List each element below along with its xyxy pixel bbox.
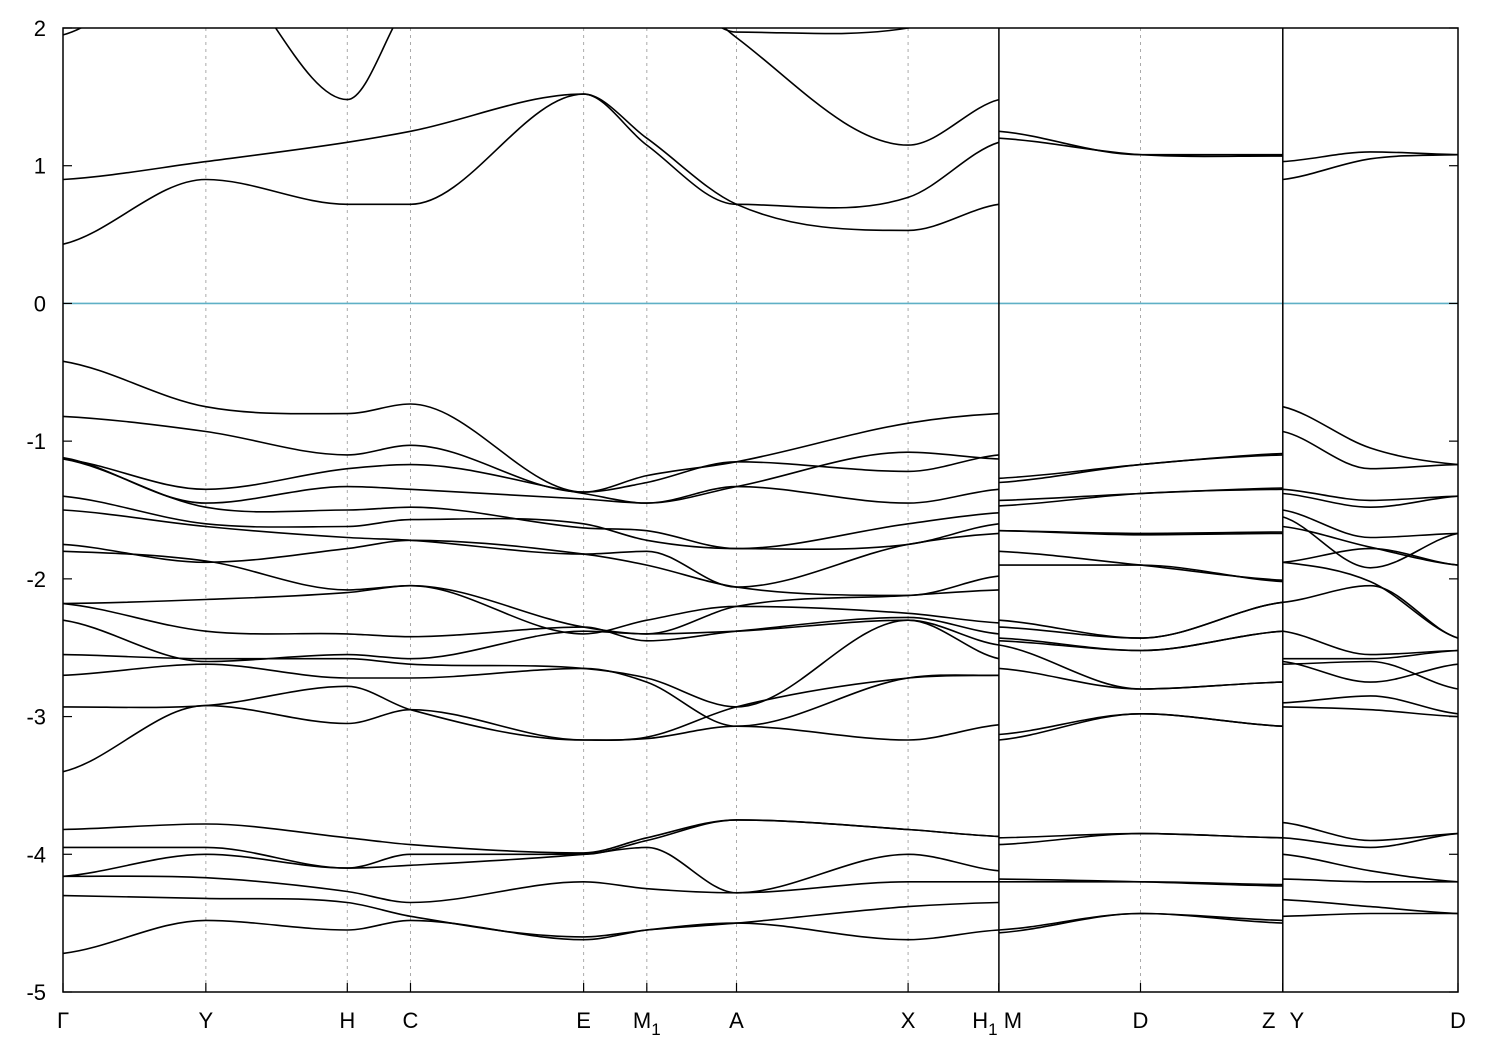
band-2-22 <box>1282 153 1458 181</box>
band-2-13 <box>1282 561 1458 639</box>
band-1-10 <box>998 630 1283 652</box>
y-tick-label: -5 <box>26 980 46 1005</box>
band-2-6 <box>1282 706 1458 718</box>
x-tick-subscript: 1 <box>988 1020 997 1039</box>
x-tick-label: E <box>576 1008 591 1033</box>
band-1-15 <box>998 550 1283 581</box>
segment-separators <box>998 28 1284 992</box>
band-2-5 <box>1282 821 1458 842</box>
band-0-2 <box>63 875 999 904</box>
y-tick-label: -1 <box>26 429 46 454</box>
band-0-7 <box>63 674 999 741</box>
band-0-17 <box>63 458 999 550</box>
x-tick-label: C <box>403 1008 419 1033</box>
band-1-17 <box>998 529 1283 535</box>
band-2-3 <box>1282 853 1458 883</box>
band-2-14 <box>1282 547 1458 566</box>
band-2-17 <box>1282 509 1458 539</box>
band-1-9 <box>998 644 1283 690</box>
band-0-22 <box>63 93 1000 245</box>
band-2-19 <box>1282 488 1458 502</box>
x-tick-label: H <box>339 1008 355 1033</box>
band-2-1 <box>1282 898 1458 915</box>
y-tick-label: -4 <box>26 842 46 867</box>
band-0-25 <box>720 28 913 35</box>
band-0-6 <box>63 704 999 773</box>
band-2-7 <box>1282 695 1458 715</box>
band-2-16 <box>1282 516 1458 569</box>
band-1-3 <box>998 878 1283 887</box>
band-0-1 <box>63 894 999 938</box>
band-2-20 <box>1282 430 1458 470</box>
y-tick-label: 1 <box>34 154 46 179</box>
band-2-2 <box>1282 878 1458 883</box>
band-0-11 <box>63 602 999 642</box>
band-1-7 <box>998 712 1283 736</box>
band-0-16 <box>63 495 999 551</box>
band-2-11 <box>1282 630 1458 656</box>
band-0-12 <box>63 584 999 635</box>
band-0-23 <box>63 93 1000 209</box>
band-0-21 <box>63 360 999 493</box>
band-2-23 <box>1282 151 1458 163</box>
band-0-14 <box>63 539 999 597</box>
band-0-24 <box>63 28 1000 146</box>
x-tick-label: M <box>1004 1008 1022 1033</box>
band-2-0 <box>1282 912 1458 918</box>
band-1-5 <box>998 832 1283 839</box>
band-1-0 <box>998 912 1283 934</box>
x-tick-label: Γ <box>57 1008 69 1033</box>
band-1-21 <box>998 452 1283 480</box>
band-0-15 <box>63 509 999 588</box>
y-tick-label: -2 <box>26 567 46 592</box>
band-0-9 <box>63 619 1000 708</box>
band-2-8 <box>1282 660 1458 690</box>
x-tick-label: Z <box>1262 1008 1275 1033</box>
band-1-23 <box>998 130 1283 156</box>
band-1-11 <box>998 630 1283 652</box>
x-tick-label: A <box>729 1008 744 1033</box>
y-tick-label: 0 <box>34 291 46 316</box>
band-0-20 <box>63 415 999 493</box>
band-0-18 <box>63 456 999 504</box>
x-tick-subscript: 1 <box>651 1020 660 1039</box>
y-axis: 2 1 0 -1 -2 -3 -4 -5 <box>26 16 1458 1005</box>
band-0-4 <box>63 819 999 869</box>
band-1-1 <box>998 912 1283 931</box>
x-tick-label: Y <box>1289 1008 1304 1033</box>
band-2-21 <box>1282 405 1458 466</box>
x-tick-label: D <box>1133 1008 1149 1033</box>
plot-frame <box>62 27 1459 993</box>
band-0-8 <box>63 663 999 728</box>
x-tick-label: X <box>901 1008 916 1033</box>
band-2-4 <box>1282 832 1458 849</box>
band-0-10 <box>63 619 1000 663</box>
band-0-0 <box>63 919 999 955</box>
x-tick-label: Y <box>199 1008 214 1033</box>
y-tick-label: -3 <box>26 705 46 730</box>
y-tick-label: 2 <box>34 16 46 41</box>
band-2-12 <box>1282 584 1458 639</box>
band-0-13 <box>63 550 999 635</box>
band-1-19 <box>998 487 1283 502</box>
band-0-3 <box>63 846 999 894</box>
band-2-9 <box>1282 660 1458 683</box>
band-2-10 <box>1282 649 1458 660</box>
band-2-18 <box>1282 492 1458 509</box>
band-lines <box>63 28 1458 955</box>
x-tick-label: H1 <box>972 1008 997 1039</box>
x-tick-label: M1 <box>633 1008 661 1039</box>
band-1-13 <box>998 601 1283 639</box>
band-0-5 <box>63 819 999 854</box>
band-1-8 <box>998 667 1283 690</box>
x-tick-label: D <box>1450 1008 1466 1033</box>
